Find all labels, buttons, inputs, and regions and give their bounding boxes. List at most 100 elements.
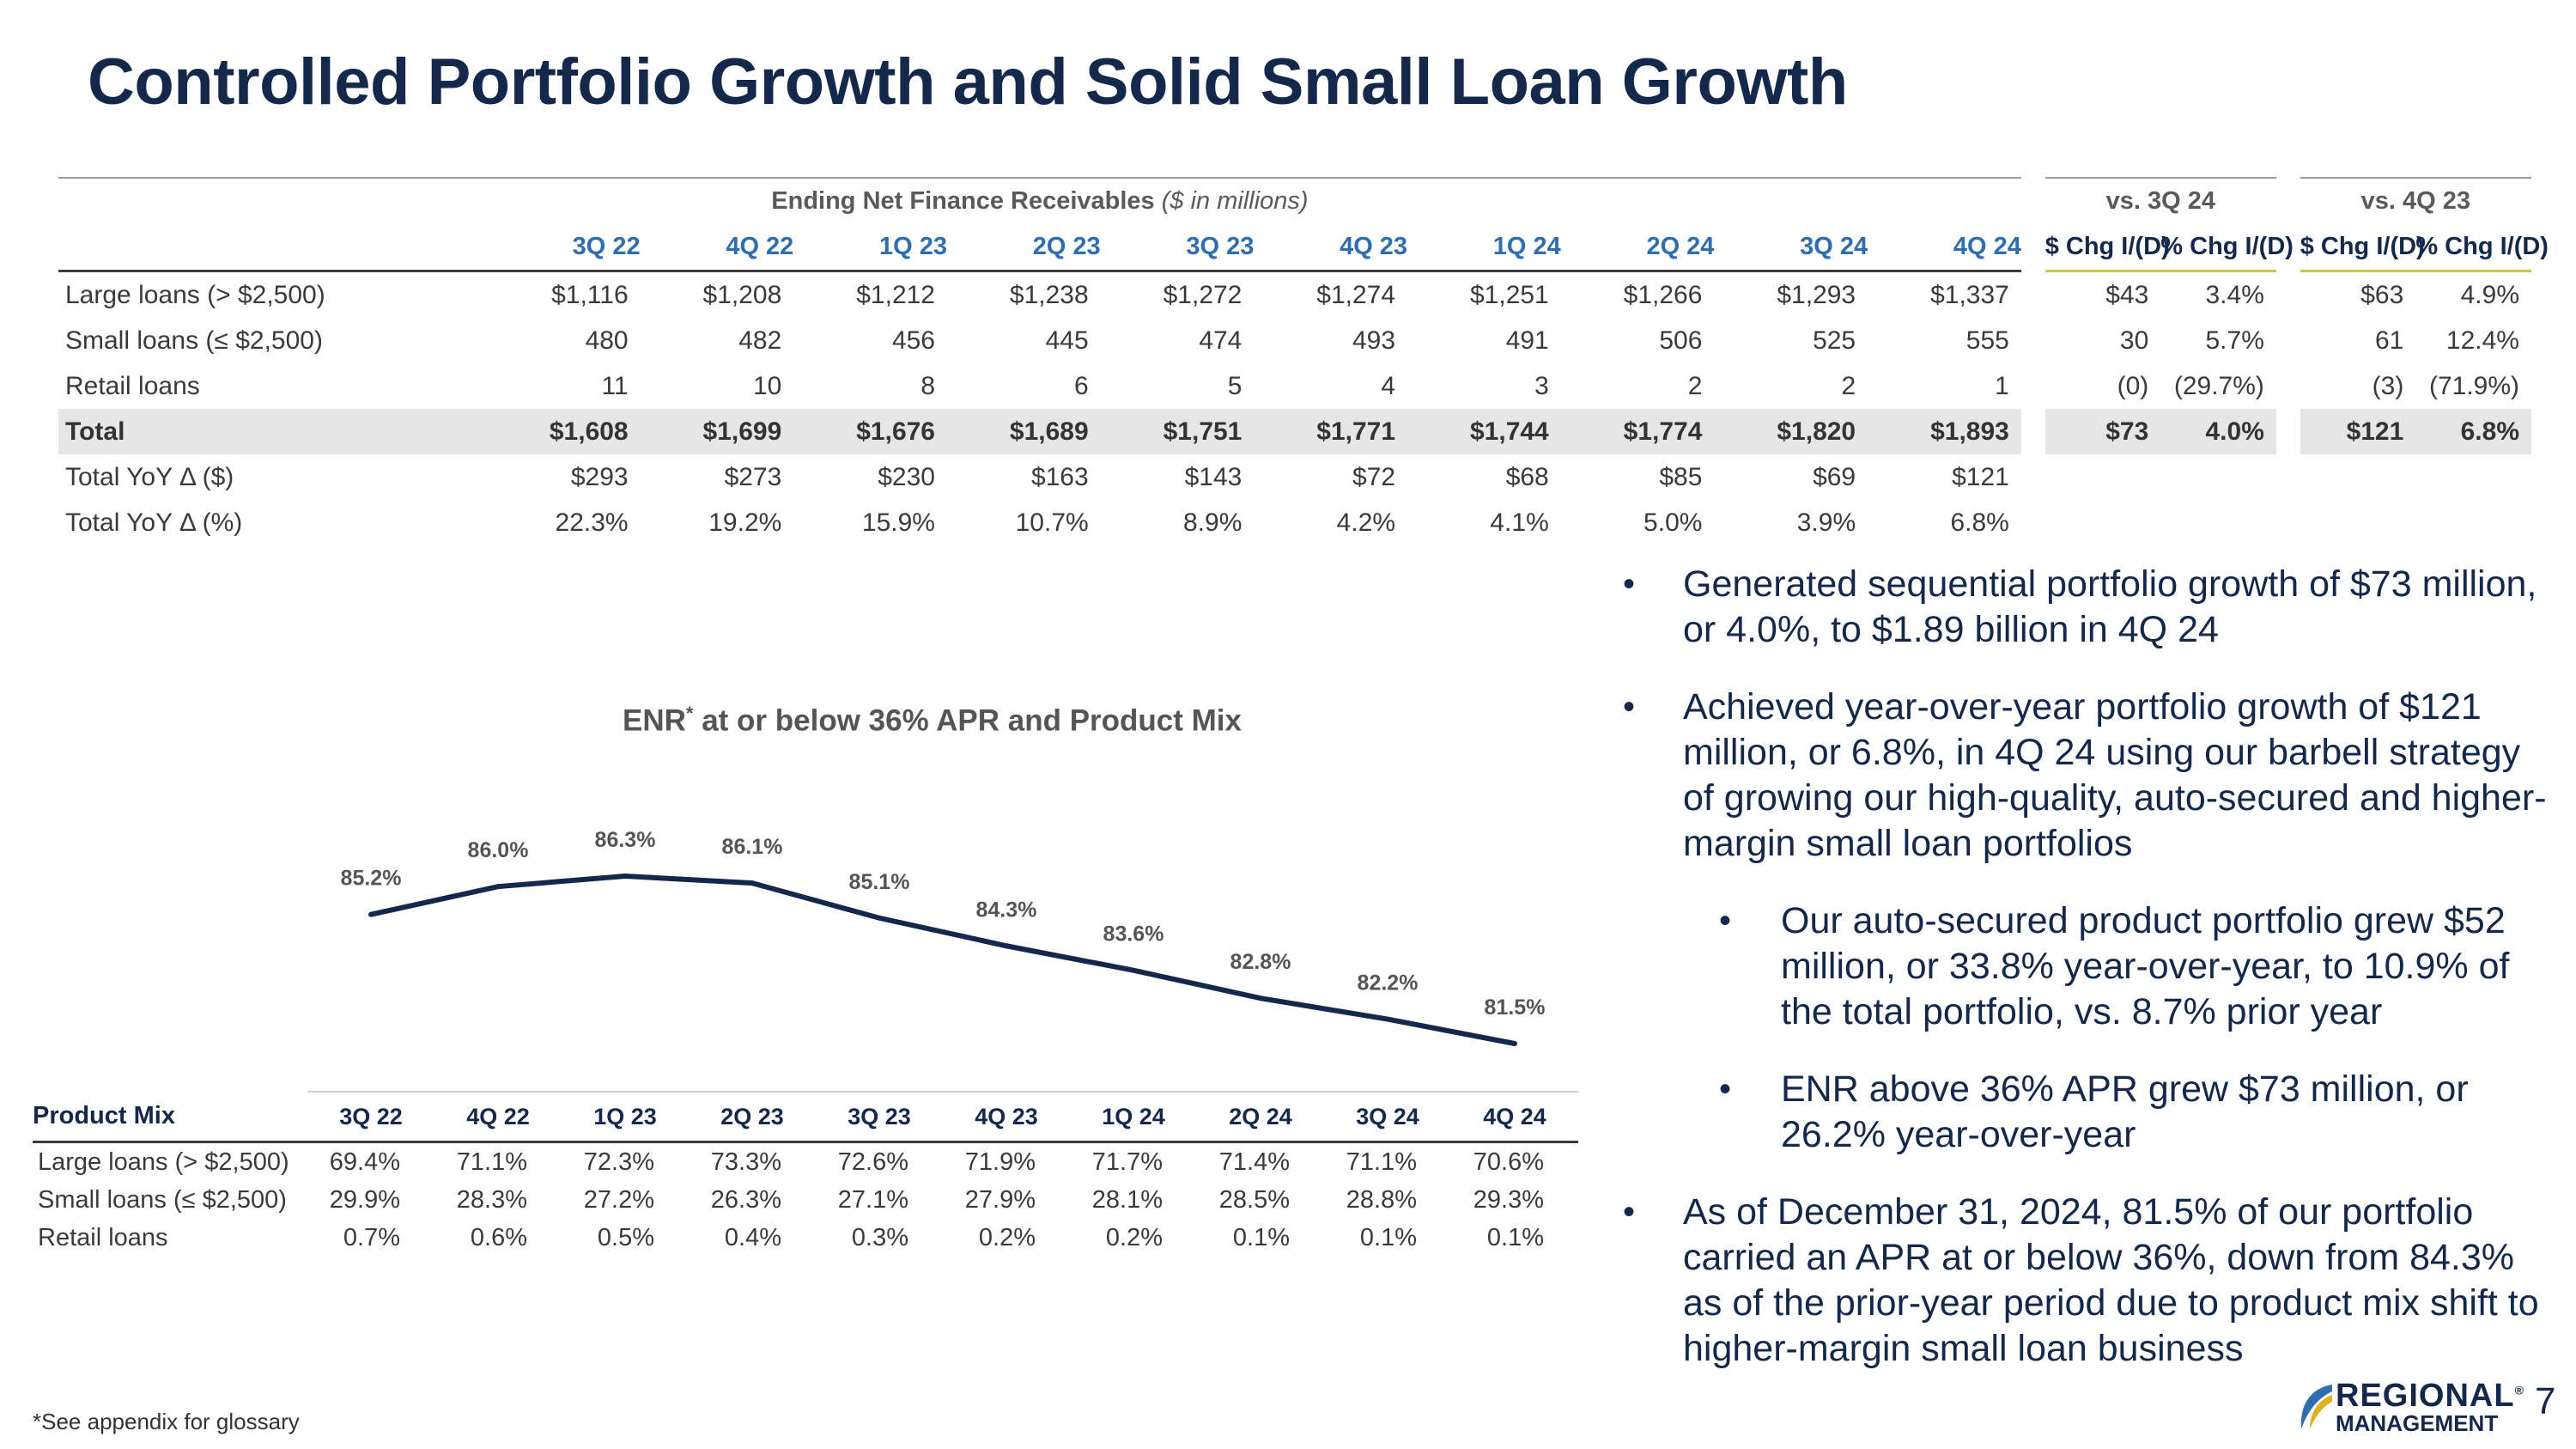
table-cell: 445 bbox=[1045, 326, 1089, 355]
table-cell: $121 bbox=[1952, 462, 2009, 491]
table-cell: 0.4% bbox=[724, 1223, 781, 1251]
row-label: Total YoY Δ ($) bbox=[65, 462, 234, 491]
data-point bbox=[1131, 967, 1136, 973]
page-title: Controlled Portfolio Growth and Solid Sm… bbox=[88, 46, 1848, 119]
table-cell: 8 bbox=[920, 371, 935, 400]
table-row: Retail loans 0.7% 0.6% 0.5% 0.4% 0.3% 0.2% 0.2%… bbox=[33, 1219, 1578, 1257]
logo-name-bottom: MANAGEMENT bbox=[2336, 1410, 2499, 1436]
table-cell: $1,212 bbox=[856, 280, 935, 309]
period-header: 2Q 24 bbox=[1560, 224, 1715, 272]
mix-period-header: 4Q 23 bbox=[943, 1091, 1070, 1143]
bullet-dot-icon: • bbox=[1623, 688, 1636, 726]
table-cell: 491 bbox=[1505, 326, 1549, 355]
table-cell: $85 bbox=[1659, 462, 1703, 491]
vs-3q24-header: vs. 3Q 24 bbox=[2044, 177, 2276, 224]
table-cell: 555 bbox=[1965, 326, 2009, 355]
mix-period-header: 2Q 24 bbox=[1197, 1091, 1324, 1143]
table-cell: $273 bbox=[724, 462, 782, 491]
table-cell: $1,893 bbox=[1868, 409, 2021, 454]
column-gap bbox=[2275, 363, 2300, 409]
period-header: 4Q 23 bbox=[1254, 224, 1408, 272]
table-cell: $1,266 bbox=[1623, 280, 1703, 309]
table-cell: 482 bbox=[738, 326, 782, 355]
table-cell: $1,208 bbox=[702, 280, 782, 309]
table-cell: 72.3% bbox=[583, 1148, 654, 1176]
table-cell: $1,744 bbox=[1407, 409, 1561, 454]
table-cell: 0.1% bbox=[1359, 1223, 1417, 1251]
table-cell: 28.8% bbox=[1346, 1185, 1417, 1214]
table-cell: 2 bbox=[1841, 371, 1856, 400]
chg-cell: $63 bbox=[2360, 280, 2404, 309]
table-row: Total YoY Δ (%) 22.3% 19.2% 15.9% 10.7% 8.9% 4… bbox=[58, 500, 2531, 545]
table-cell: 4.2% bbox=[1336, 508, 1396, 537]
table-cell: 0.2% bbox=[978, 1223, 1036, 1251]
data-point bbox=[877, 915, 882, 921]
data-label: 85.1% bbox=[849, 870, 910, 894]
table-cell: $1,771 bbox=[1254, 409, 1408, 454]
table-cell: 72.6% bbox=[837, 1148, 908, 1176]
table-cell: 4 bbox=[1381, 371, 1396, 400]
table-cell: $143 bbox=[1184, 462, 1242, 491]
enr-table: Ending Net Finance Receivables ($ in mil… bbox=[58, 177, 2549, 545]
column-gap bbox=[2275, 178, 2300, 224]
table-cell: 19.2% bbox=[708, 508, 782, 537]
product-mix-heading: Product Mix bbox=[33, 1092, 307, 1143]
chg-cell: (0) bbox=[2117, 371, 2149, 400]
table-cell: 71.4% bbox=[1218, 1148, 1290, 1176]
chg-cell: $121 bbox=[2300, 409, 2416, 454]
table-cell: 0.5% bbox=[597, 1223, 654, 1251]
row-label: Large loans (> $2,500) bbox=[65, 280, 325, 309]
table-cell: 28.3% bbox=[456, 1185, 527, 1214]
chg-cell: 61 bbox=[2374, 326, 2404, 355]
row-label: Large loans (> $2,500) bbox=[38, 1148, 289, 1176]
row-label: Small loans (≤ $2,500) bbox=[38, 1185, 287, 1214]
data-label: 86.0% bbox=[468, 838, 529, 862]
table-cell: 474 bbox=[1199, 326, 1242, 355]
table-cell: 22.3% bbox=[555, 508, 629, 537]
enr-group-title-bold: Ending Net Finance Receivables bbox=[771, 187, 1155, 215]
table-row: Large loans (> $2,500) $1,116 $1,208 $1,212… bbox=[58, 271, 2531, 318]
column-gap bbox=[2020, 178, 2045, 224]
empty-cell bbox=[2275, 500, 2300, 545]
series-line bbox=[370, 873, 1516, 1046]
empty-cell bbox=[2275, 454, 2300, 500]
table-row: Small loans (≤ $2,500) 480 482 456 445 474 493… bbox=[58, 318, 2531, 363]
table-row: Total YoY Δ ($) $293 $273 $230 $163 $143 $72 $6… bbox=[58, 454, 2531, 500]
chg-cell: 5.7% bbox=[2205, 326, 2264, 355]
table-cell: 493 bbox=[1352, 326, 1396, 355]
table-cell: 3 bbox=[1534, 371, 1549, 400]
chg-cell: 4.0% bbox=[2160, 409, 2276, 454]
bullet-text: As of December 31, 2024, 81.5% of our po… bbox=[1683, 1191, 2539, 1369]
table-cell: $1,699 bbox=[640, 409, 794, 454]
table-cell: $1,820 bbox=[1714, 409, 1868, 454]
mix-header-row: Product Mix 3Q 22 4Q 22 1Q 23 2Q 23 3Q 23 4Q 2… bbox=[33, 1091, 1578, 1143]
data-label: 84.3% bbox=[976, 898, 1037, 922]
empty-cell bbox=[2160, 454, 2276, 500]
table-group-header-row: Ending Net Finance Receivables ($ in mil… bbox=[58, 177, 2531, 224]
bullet-text: Generated sequential portfolio growth of… bbox=[1683, 563, 2537, 650]
chg-cell: (29.7%) bbox=[2173, 371, 2264, 400]
period-header: 2Q 23 bbox=[947, 224, 1101, 272]
bullet-dot-icon: • bbox=[1719, 902, 1732, 940]
chg-cell: 3.4% bbox=[2205, 280, 2264, 309]
table-cell: 29.9% bbox=[329, 1185, 400, 1214]
data-point bbox=[1385, 1016, 1390, 1022]
table-cell: $1,676 bbox=[793, 409, 947, 454]
table-cell: 0.3% bbox=[851, 1223, 908, 1251]
column-gap bbox=[2020, 224, 2045, 271]
chg-header: % Chg I/(D) bbox=[2415, 224, 2549, 272]
column-gap bbox=[2020, 363, 2045, 409]
empty-cell bbox=[2415, 454, 2531, 500]
bullet-item: • As of December 31, 2024, 81.5% of our p… bbox=[1614, 1190, 2559, 1372]
bullet-list: • Generated sequential portfolio growth o… bbox=[1614, 562, 2559, 1403]
table-cell: 480 bbox=[585, 326, 629, 355]
enr-apr-line-chart: 85.2% 86.0% 86.3% 86.1% 85.1% 84.3% 83.6% 82.8%… bbox=[341, 828, 1545, 1046]
data-point bbox=[750, 880, 755, 886]
data-label: 82.8% bbox=[1230, 950, 1291, 974]
chg-cell: (3) bbox=[2372, 371, 2404, 400]
logo-name-top: REGIONAL bbox=[2336, 1378, 2515, 1414]
logo-swoosh-icon bbox=[2300, 1385, 2332, 1429]
chg-header: % Chg I/(D) bbox=[2160, 224, 2293, 272]
table-cell: 0.2% bbox=[1105, 1223, 1163, 1251]
data-label: 86.3% bbox=[595, 828, 656, 852]
